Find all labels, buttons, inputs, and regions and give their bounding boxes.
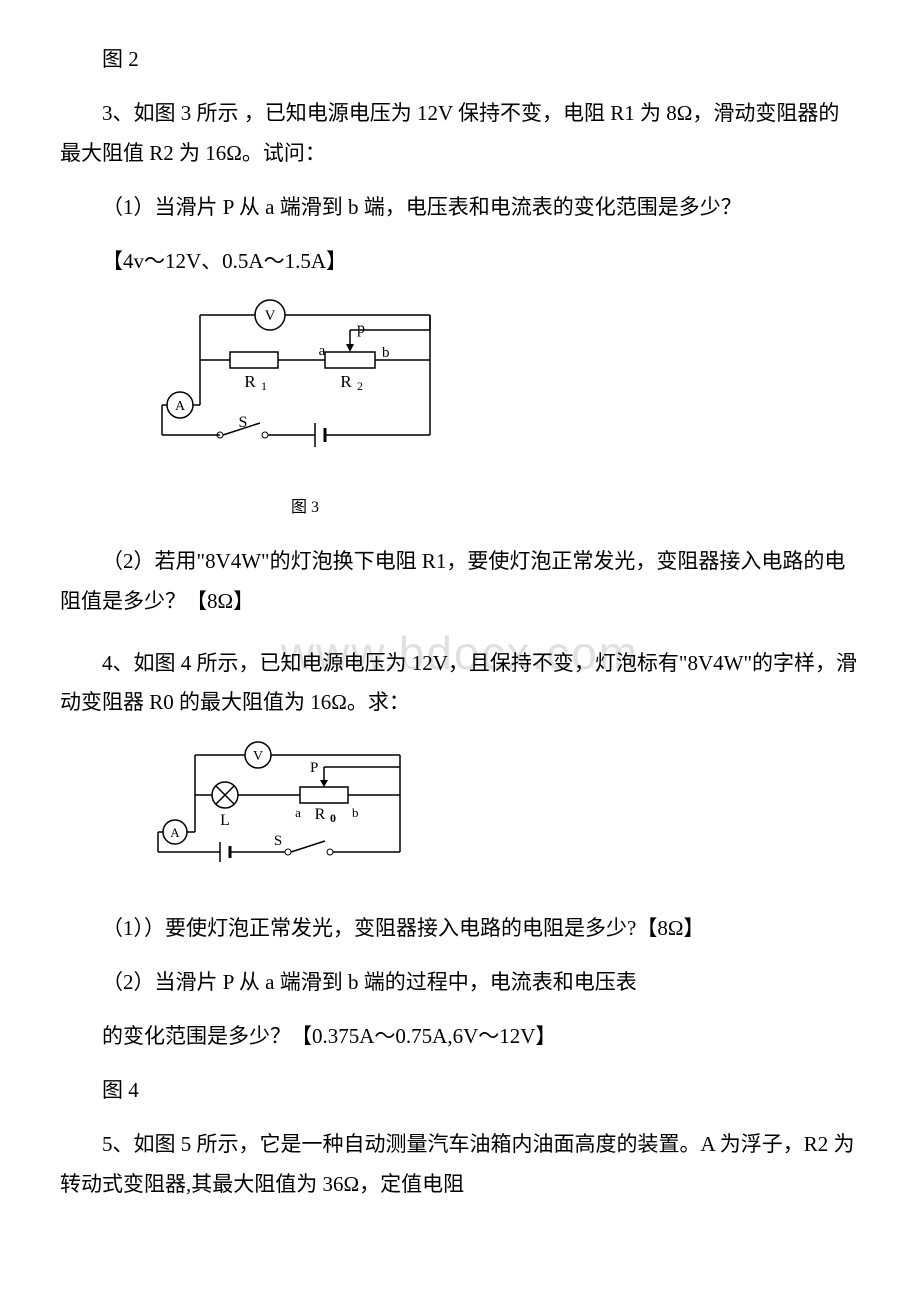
question-3-2: （2）若用"8V4W"的灯泡换下电阻 R1，要使灯泡正常发光，变阻器接入电路的电… [60,542,860,622]
circuit-3-svg: V R 1 a R 2 p [150,295,460,475]
figure-3-caption: 图 3 [150,493,460,523]
ammeter-label-4: A [170,825,180,840]
lamp-label: L [220,812,230,829]
s-label-4: S [274,833,282,849]
page-content: 图 2 3、如图 3 所示 ，已知电源电压为 12V 保持不变，电阻 R1 为 … [60,40,860,1205]
r1-sub: 1 [261,379,267,393]
answer-3-1: 【4v～12V、0.5A～1.5A】 [60,242,860,282]
question-4-1: （1））要使灯泡正常发光，变阻器接入电路的电阻是多少?【8Ω】 [60,909,860,949]
b-label-4: b [352,805,359,820]
caption-fig4: 图 4 [60,1071,860,1111]
r2-label: R [340,372,352,391]
r1-label: R [244,372,256,391]
r2-sub: 2 [357,379,363,393]
ammeter-label-3: A [175,399,186,414]
a-label-4: a [295,805,301,820]
caption-fig2: 图 2 [60,40,860,80]
question-3: 3、如图 3 所示 ，已知电源电压为 12V 保持不变，电阻 R1 为 8Ω，滑… [60,94,860,174]
s-label-3: S [239,414,248,431]
question-5: 5、如图 5 所示，它是一种自动测量汽车油箱内油面高度的装置。A 为浮子，R2 … [60,1125,860,1205]
p-label-4: P [310,760,318,776]
r0-sub: 0 [330,811,336,825]
question-4: 4、如图 4 所示，已知电源电压为 12V，且保持不变，灯泡标有"8V4W"的字… [60,644,860,724]
figure-4: V L a R 0 P b [150,737,860,891]
circuit-4-svg: V L a R 0 P b [150,737,420,877]
voltmeter-label-4: V [253,749,263,764]
voltmeter-label: V [265,308,276,324]
p-label-3: p [357,320,365,337]
question-3-1: （1）当滑片 P 从 a 端滑到 b 端，电压表和电流表的变化范围是多少？ [60,188,860,228]
question-4-2b: 的变化范围是多少？【0.375A～0.75A,6V～12V】 [60,1017,860,1057]
r0-label: R [315,806,326,823]
b-label-3: b [382,345,390,361]
figure-3: V R 1 a R 2 p [150,295,860,523]
question-4-2a: （2）当滑片 P 从 a 端滑到 b 端的过程中，电流表和电压表 [60,963,860,1003]
